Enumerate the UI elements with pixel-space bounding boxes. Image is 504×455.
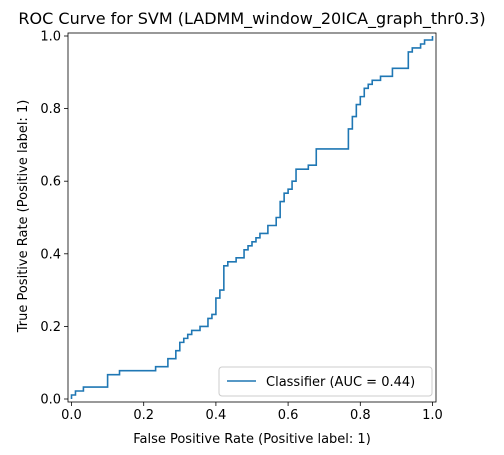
y-tick-label: 0.6	[40, 175, 61, 190]
roc-curve-line	[70, 36, 434, 399]
y-tick-label: 0.8	[40, 102, 61, 117]
y-tick-label: 0.0	[40, 393, 61, 408]
x-tick-label: 0.8	[350, 408, 371, 423]
y-axis-ticks: 0.0 0.2 0.4 0.6 0.8 1.0	[40, 30, 68, 408]
x-tick-label: 1.0	[422, 408, 443, 423]
y-axis-label: True Positive Rate (Positive label: 1)	[16, 100, 31, 334]
y-tick-label: 0.2	[40, 320, 61, 335]
legend-box	[218, 366, 433, 397]
x-tick-label: 0.0	[61, 408, 82, 423]
legend-label: Classifier (AUC = 0.44)	[266, 375, 415, 390]
x-axis-ticks: 0.0 0.2 0.4 0.6 0.8 1.0	[61, 402, 443, 423]
plot-area	[67, 32, 437, 403]
x-axis-label: False Positive Rate (Positive label: 1)	[133, 432, 371, 447]
y-tick-label: 1.0	[40, 30, 61, 45]
chart-title: ROC Curve for SVM (LADMM_window_20ICA_gr…	[18, 9, 485, 29]
y-tick-label: 0.4	[40, 247, 61, 262]
plot-frame	[67, 32, 437, 403]
legend: Classifier (AUC = 0.44)	[218, 366, 433, 397]
x-tick-label: 0.4	[206, 408, 227, 423]
x-tick-label: 0.2	[133, 408, 154, 423]
x-tick-label: 0.6	[278, 408, 299, 423]
